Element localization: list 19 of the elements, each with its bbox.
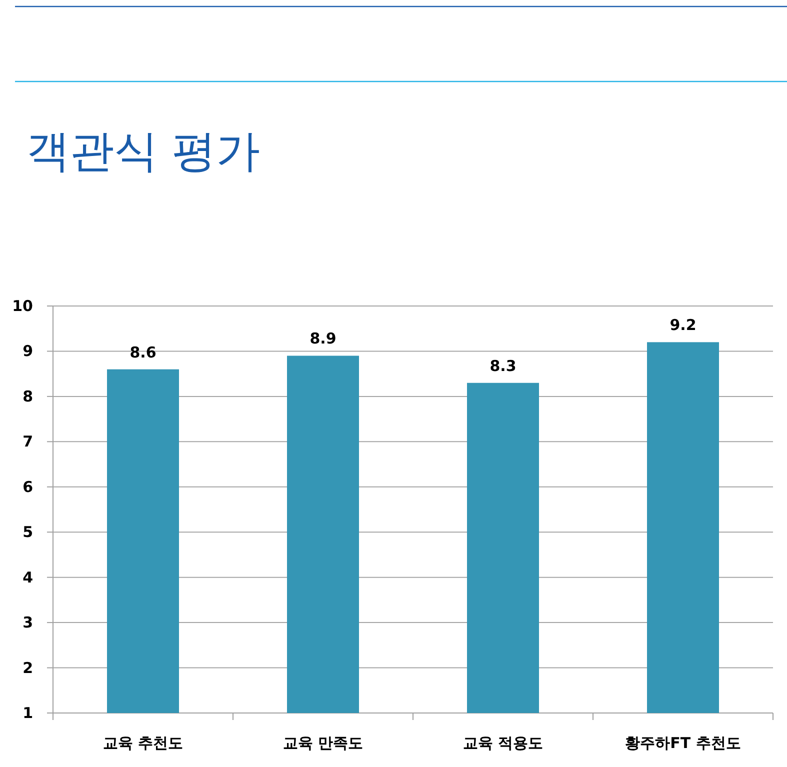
y-tick-label: 10: [12, 297, 33, 315]
x-tick-label: 교육 적용도: [462, 734, 544, 752]
data-label: 8.6: [130, 343, 156, 362]
x-tick-label: 교육 추천도: [102, 734, 184, 752]
data-label: 9.2: [670, 316, 696, 334]
y-tick-label: 1: [22, 704, 33, 722]
y-tick-label: 4: [22, 568, 33, 586]
y-tick-label: 6: [22, 478, 33, 496]
title: 객관식 평가: [26, 126, 260, 177]
y-tick-label: 8: [22, 387, 33, 406]
y-tick-label: 3: [22, 614, 33, 632]
y-tick-label: 2: [22, 658, 33, 677]
y-tick-label: 9: [22, 342, 33, 360]
x-tick-label: 황주하FT 추천도: [625, 734, 741, 752]
y-tick-label: 7: [22, 432, 33, 451]
y-tick-label: 5: [22, 523, 33, 542]
data-label: 8.3: [490, 356, 516, 375]
data-label: 8.9: [310, 330, 336, 348]
x-tick-label: 교육 만족도: [282, 734, 364, 752]
